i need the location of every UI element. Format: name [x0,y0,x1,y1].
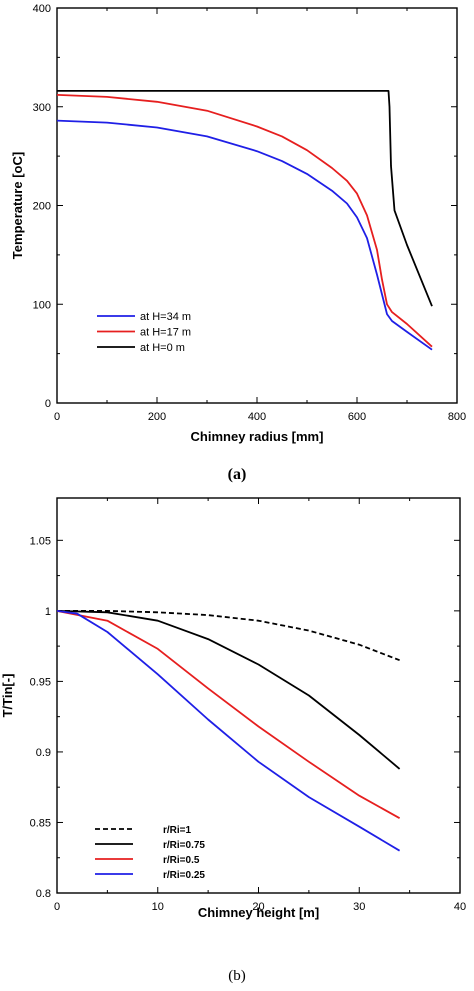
x-tick-label: 10 [152,901,164,913]
y-tick-label: 0 [45,398,51,410]
legend-label: r/Ri=0.75 [163,840,205,851]
y-tick-label: 100 [33,299,51,311]
x-tick-label: 800 [448,411,466,423]
legend-label: r/Ri=0.25 [163,870,205,881]
y-tick-label: 1 [45,606,51,618]
legend-label: r/Ri=0.5 [163,855,200,866]
x-tick-label: 20 [252,901,264,913]
y-tick-label: 0.8 [36,888,51,900]
x-tick-label: 0 [54,411,60,423]
y-tick-label: 0.95 [30,676,51,688]
chart-a: 0 200 400 600 800 0 100 200 300 400 Chimney radius… [10,3,466,483]
x-axis-title: Chimney height [m] [198,905,319,920]
series-line-r-ri-1 [57,610,400,662]
y-tick-label: 0.9 [36,747,51,759]
x-tick-label: 200 [148,411,166,423]
plot-frame [56,497,461,894]
y-tick-label: 300 [33,102,51,114]
x-tick-label: 0 [54,901,60,913]
x-tick-label: 600 [348,411,366,423]
legend: r/Ri=1 r/Ri=0.75 r/Ri=0.5 r/Ri=0.25 [95,825,205,881]
figure-caption: (b) [228,968,246,984]
y-tick-label: 200 [33,201,51,213]
series-line-at-h-34-m [57,119,433,351]
legend: at H=34 m at H=17 m at H=0 m [97,311,191,354]
series-line-at-h-17-m [57,94,433,348]
x-tick-label: 40 [454,901,466,913]
series-line-r-ri-0-75 [57,610,401,770]
series-line-r-ri-0-25 [57,610,401,852]
figure-caption: (a) [228,466,247,483]
legend-label: at H=34 m [140,311,191,323]
x-tick-label: 30 [353,901,365,913]
series-line-r-ri-0-5 [57,610,401,819]
legend-label: r/Ri=1 [163,825,192,836]
y-axis-title: Temperature [oC] [10,152,25,259]
y-tick-label: 0.85 [30,817,51,829]
series-line-at-h-0-m [57,90,433,307]
y-tick-label: 400 [33,3,51,15]
x-tick-label: 400 [248,411,266,423]
legend-label: at H=0 m [140,342,185,354]
chart-b: 0 10 20 30 40 0.8 0.85 0.9 0.95 1 1.05 Chimney heig… [0,497,466,984]
plot-frame [56,7,458,404]
y-tick-label: 1.05 [30,535,51,547]
y-axis-title: T/Tin[-] [0,674,15,718]
legend-label: at H=17 m [140,327,191,339]
x-axis-title: Chimney radius [mm] [191,429,324,444]
